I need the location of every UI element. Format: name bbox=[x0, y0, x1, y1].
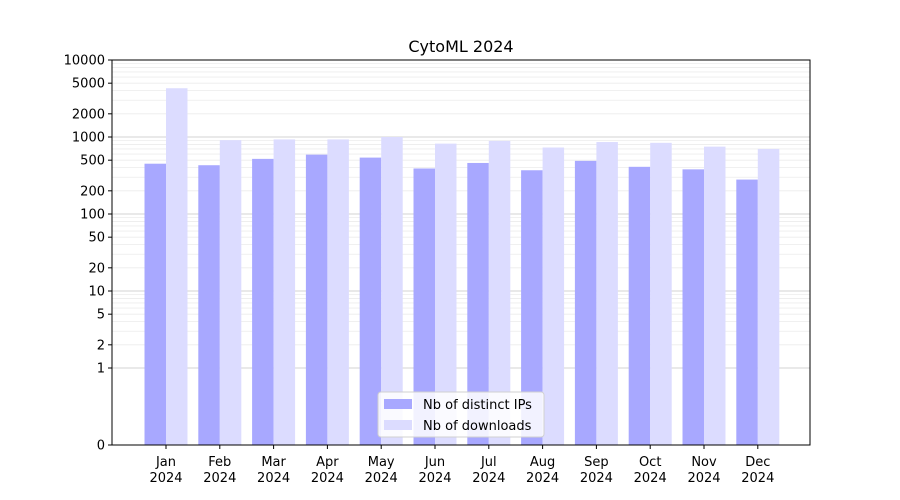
legend-label: Nb of downloads bbox=[423, 419, 532, 434]
x-tick-label-year: 2024 bbox=[311, 471, 344, 486]
bar-distinct-ips bbox=[198, 165, 220, 445]
bar-downloads bbox=[596, 142, 618, 445]
y-tick-label: 5 bbox=[97, 308, 105, 323]
x-tick-label-year: 2024 bbox=[257, 471, 290, 486]
y-tick-label: 1 bbox=[97, 362, 105, 377]
bar-downloads bbox=[435, 143, 457, 445]
y-tick-label: 100 bbox=[80, 208, 105, 223]
x-tick-label-month: Feb bbox=[208, 455, 231, 470]
x-tick-label-month: Nov bbox=[691, 455, 717, 470]
x-tick-label-month: Aug bbox=[530, 455, 555, 470]
plot-frame bbox=[111, 59, 811, 446]
y-tick-label: 1000 bbox=[72, 131, 105, 146]
bar-distinct-ips bbox=[359, 157, 382, 445]
bars bbox=[144, 88, 780, 446]
x-tick-label-year: 2024 bbox=[149, 471, 182, 486]
x-tick-label-year: 2024 bbox=[365, 471, 398, 486]
legend-swatch bbox=[384, 420, 412, 430]
legend: Nb of distinct IPs Nb of downloads bbox=[377, 391, 545, 438]
x-tick-label-year: 2024 bbox=[687, 471, 720, 486]
x-tick-label-year: 2024 bbox=[203, 471, 236, 486]
bar-downloads bbox=[327, 139, 349, 445]
bar-downloads bbox=[166, 88, 188, 445]
x-tick-label-year: 2024 bbox=[634, 471, 667, 486]
bar-distinct-ips bbox=[467, 162, 489, 445]
legend-box bbox=[377, 391, 545, 438]
bar-downloads bbox=[704, 146, 726, 445]
x-tick-label-month: Jun bbox=[424, 455, 445, 470]
x-tick-label-month: Dec bbox=[745, 455, 770, 470]
x-tick-label-year: 2024 bbox=[472, 471, 505, 486]
bar-distinct-ips bbox=[305, 154, 328, 445]
x-tick-label-year: 2024 bbox=[580, 471, 613, 486]
legend-label: Nb of distinct IPs bbox=[423, 398, 532, 413]
legend-swatch bbox=[384, 399, 412, 409]
y-tick-label: 5000 bbox=[72, 77, 105, 92]
y-tick-label: 10 bbox=[88, 285, 105, 300]
bar-distinct-ips bbox=[736, 179, 758, 445]
x-tick-label-year: 2024 bbox=[526, 471, 559, 486]
bar-distinct-ips bbox=[144, 163, 166, 445]
x-tick-label-year: 2024 bbox=[741, 471, 774, 486]
x-tick-label-month: Sep bbox=[584, 455, 609, 470]
y-tick-label: 20 bbox=[88, 261, 105, 276]
chart-title: CytoML 2024 bbox=[408, 37, 513, 56]
x-tick-label-month: Apr bbox=[316, 455, 339, 470]
y-tick-label: 50 bbox=[88, 231, 105, 246]
x-tick-label-month: Jul bbox=[480, 455, 497, 470]
y-tick-label: 500 bbox=[80, 154, 105, 169]
x-tick-label-month: May bbox=[368, 455, 395, 470]
bar-distinct-ips bbox=[628, 166, 651, 445]
bar-distinct-ips bbox=[574, 160, 597, 445]
bar-downloads bbox=[381, 137, 403, 445]
x-tick-label-month: Mar bbox=[261, 455, 286, 470]
y-tick-label: 2000 bbox=[72, 107, 105, 122]
y-tick-label: 10000 bbox=[64, 54, 105, 69]
bar-distinct-ips bbox=[252, 158, 274, 445]
bar-downloads bbox=[650, 142, 672, 445]
y-axis: 0 1 2 5 10 20 50 100 200 500 1000 2000 5000 10000 bbox=[64, 54, 112, 454]
bar-downloads bbox=[488, 140, 511, 445]
y-tick-label: 200 bbox=[80, 184, 105, 199]
x-tick-label-month: Jan bbox=[155, 455, 176, 470]
bar-downloads bbox=[542, 147, 565, 445]
y-tick-label: 2 bbox=[97, 338, 105, 353]
bar-downloads bbox=[273, 139, 296, 445]
bar-downloads bbox=[757, 148, 780, 446]
x-tick-label-month: Oct bbox=[639, 455, 661, 470]
x-axis: Jan2024Feb2024Mar2024Apr2024May2024Jun20… bbox=[149, 445, 774, 486]
bar-distinct-ips bbox=[413, 168, 435, 445]
bar-downloads bbox=[219, 140, 242, 445]
x-tick-label-year: 2024 bbox=[418, 471, 451, 486]
bar-distinct-ips bbox=[682, 169, 704, 445]
y-tick-label: 0 bbox=[97, 439, 105, 454]
bar-distinct-ips bbox=[521, 170, 543, 445]
